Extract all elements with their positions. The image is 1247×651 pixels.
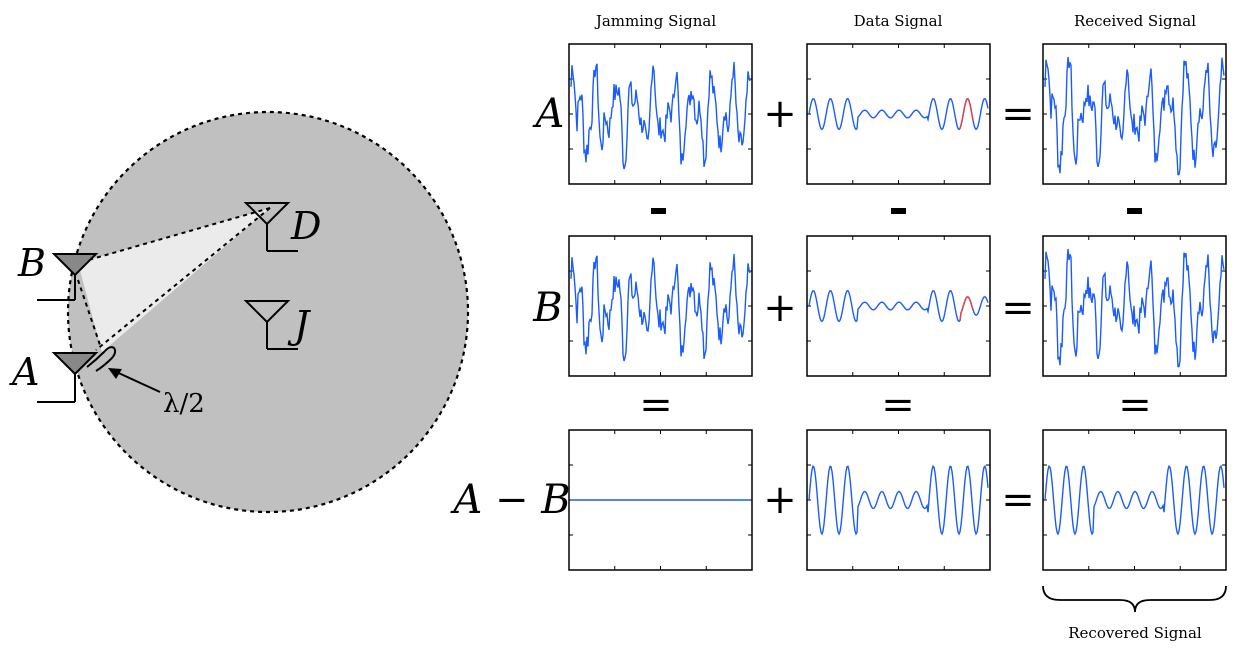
trace-b-data xyxy=(808,289,989,323)
op-plus-row1: + xyxy=(763,91,797,137)
antenna-a-label: A xyxy=(9,350,39,394)
beam-edge-b xyxy=(77,207,271,264)
spacing-arrow xyxy=(111,369,161,393)
spacing-arrowhead xyxy=(108,368,122,379)
op-equals-row1: = xyxy=(1001,91,1035,137)
antenna-j-icon xyxy=(243,300,298,350)
equals-col3: = xyxy=(1118,382,1152,428)
panel-diff-jamming xyxy=(568,429,753,571)
antenna-b-icon xyxy=(37,253,99,301)
beam-edge-ba xyxy=(77,279,101,346)
panel-b-jamming xyxy=(568,235,753,377)
trace-b-data-highlight xyxy=(959,296,974,321)
antenna-b-label: B xyxy=(17,241,46,285)
antenna-a-icon xyxy=(37,352,99,403)
minus-sign-col1 xyxy=(651,208,666,214)
row-label-a: A xyxy=(532,91,565,137)
spacing-brace xyxy=(86,346,117,372)
signal-grid: Jamming Signal Data Signal Received Sign… xyxy=(449,12,1227,642)
coverage-circle xyxy=(66,110,470,514)
panel-b-data xyxy=(806,235,991,377)
equals-col1: = xyxy=(639,382,673,428)
trace-a-jamming xyxy=(570,61,751,170)
trace-diff-received xyxy=(1044,464,1225,536)
equals-col2: = xyxy=(881,382,915,428)
col-header-jamming: Jamming Signal xyxy=(594,12,717,30)
panel-diff-received xyxy=(1042,429,1227,571)
antenna-d-label: D xyxy=(290,204,321,248)
minus-sign-col2 xyxy=(891,208,906,214)
antenna-diagram: λ/2 B A D J xyxy=(9,110,470,514)
row-label-a-minus-b: A − B xyxy=(449,477,570,523)
recovered-label: Recovered Signal xyxy=(1068,624,1202,642)
col-header-data: Data Signal xyxy=(854,12,943,30)
trace-b-jamming xyxy=(570,253,751,362)
trace-a-data-highlight xyxy=(959,98,974,129)
beam-edge-a xyxy=(95,207,271,351)
trace-a-received xyxy=(1044,56,1225,176)
op-plus-row3: + xyxy=(763,477,797,523)
trace-a-data xyxy=(808,97,989,131)
trace-diff-data xyxy=(808,464,989,536)
op-equals-row2: = xyxy=(1001,285,1035,331)
trace-b-received xyxy=(1044,248,1225,368)
op-plus-row2: + xyxy=(763,285,797,331)
panel-diff-data xyxy=(806,429,991,571)
row-label-b: B xyxy=(532,285,562,331)
antenna-d-icon xyxy=(243,202,298,252)
panel-b-received xyxy=(1042,235,1227,377)
panel-a-jamming xyxy=(568,43,753,185)
col-header-received: Received Signal xyxy=(1074,12,1196,30)
panel-a-data xyxy=(806,43,991,185)
op-equals-row3: = xyxy=(1001,477,1035,523)
beam-wedge xyxy=(78,208,270,352)
recovered-brace xyxy=(1042,585,1227,613)
panel-a-received xyxy=(1042,43,1227,185)
minus-sign-col3 xyxy=(1127,208,1142,214)
signal-panels xyxy=(568,43,1227,571)
spacing-label: λ/2 xyxy=(163,389,205,419)
